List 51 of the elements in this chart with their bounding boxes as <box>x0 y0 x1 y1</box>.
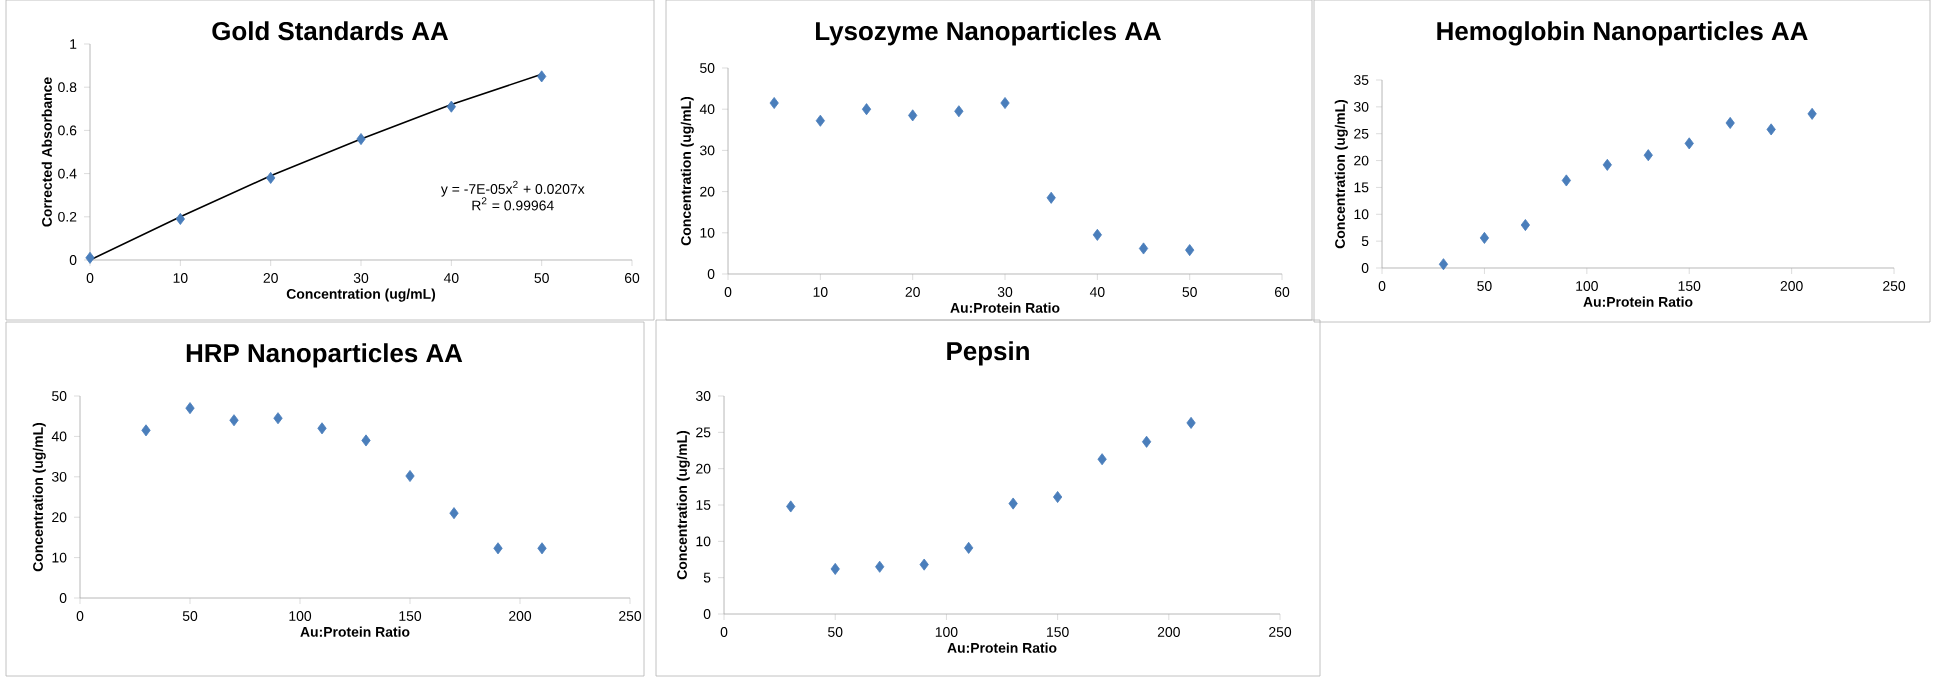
point <box>954 105 964 118</box>
point <box>266 171 276 184</box>
point <box>185 402 195 415</box>
point <box>830 562 840 575</box>
point <box>537 542 547 555</box>
point <box>1097 453 1107 466</box>
chart-title: Lysozyme Nanoparticles AA <box>816 21 1161 46</box>
point <box>1053 491 1063 504</box>
point <box>1092 228 1102 241</box>
point <box>405 470 415 482</box>
point <box>1766 123 1776 136</box>
chart-title: Pepsin <box>947 341 1029 366</box>
point <box>449 507 459 520</box>
point <box>85 251 95 264</box>
point <box>769 97 779 110</box>
point <box>1725 116 1735 129</box>
point <box>1479 231 1490 244</box>
point <box>356 133 366 146</box>
point <box>875 560 885 573</box>
point <box>493 542 503 555</box>
point <box>1185 244 1195 257</box>
point <box>446 100 456 113</box>
point <box>1438 258 1449 271</box>
point <box>861 103 872 116</box>
chart-title: Gold Standards AA <box>212 21 449 41</box>
point <box>1046 191 1056 204</box>
point <box>1561 174 1571 187</box>
point <box>786 500 796 513</box>
point <box>1807 107 1817 120</box>
point <box>1138 242 1149 255</box>
point <box>1643 149 1653 162</box>
point <box>361 434 371 447</box>
point <box>908 109 918 122</box>
point <box>229 414 239 427</box>
point <box>537 70 547 83</box>
point <box>1186 416 1196 429</box>
point <box>1141 435 1152 448</box>
point <box>1000 97 1010 110</box>
point <box>1008 497 1018 510</box>
point <box>1602 158 1612 171</box>
point <box>815 114 825 127</box>
point <box>1520 219 1530 232</box>
chart-title: Hemoglobin Nanoparticles AA <box>1437 21 1808 46</box>
point <box>273 412 283 425</box>
chart-title: HRP Nanoparticles AA <box>186 343 463 368</box>
point <box>1684 137 1694 150</box>
point <box>175 212 185 225</box>
point <box>317 422 327 435</box>
point <box>964 541 974 554</box>
point <box>141 424 151 437</box>
point <box>919 558 929 571</box>
